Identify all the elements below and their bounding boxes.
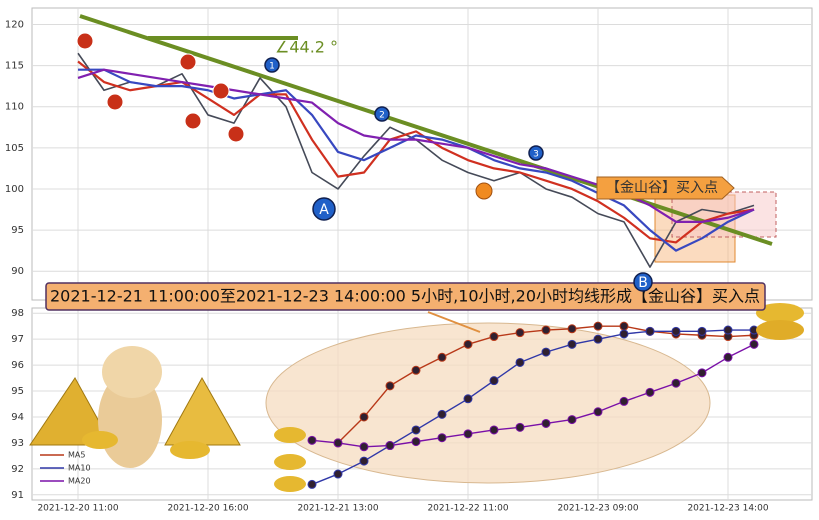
data-point bbox=[645, 326, 655, 336]
data-point bbox=[411, 425, 421, 435]
data-point bbox=[697, 326, 707, 336]
x-tick-label: 2021-12-23 09:00 bbox=[557, 504, 638, 514]
data-point bbox=[515, 328, 525, 338]
y-tick-label: 97 bbox=[11, 334, 24, 345]
data-point bbox=[515, 357, 525, 367]
data-point bbox=[307, 479, 317, 489]
y-tick-label: 98 bbox=[11, 308, 24, 319]
legend-label: MA5 bbox=[68, 451, 85, 460]
data-point bbox=[541, 347, 551, 357]
point-label: A bbox=[319, 202, 329, 218]
upper-frame bbox=[31, 7, 813, 301]
banner: 2021-12-21 11:00:00至2021-12-23 14:00:00 … bbox=[50, 287, 760, 306]
markers: 1 2 3 A B bbox=[76, 32, 653, 292]
highlight-ellipse bbox=[265, 322, 711, 484]
point-label: 2 bbox=[379, 111, 385, 121]
point-marker bbox=[264, 57, 280, 73]
series-line bbox=[77, 68, 755, 223]
data-point bbox=[567, 324, 577, 334]
decoration bbox=[29, 303, 804, 492]
point-marker bbox=[633, 272, 653, 292]
data-point bbox=[723, 352, 733, 362]
x-tick-label: 2021-12-21 13:00 bbox=[297, 504, 378, 514]
data-point bbox=[619, 329, 629, 339]
data-point bbox=[619, 396, 629, 406]
y-tick-label: 94 bbox=[11, 412, 24, 423]
y-tick-label: 96 bbox=[11, 360, 24, 371]
data-point bbox=[333, 438, 343, 448]
data-point bbox=[567, 415, 577, 425]
data-point bbox=[307, 435, 317, 445]
data-point bbox=[411, 437, 421, 447]
data-point bbox=[463, 394, 473, 404]
buy-callout: 【金山谷】买入点 bbox=[596, 176, 735, 200]
data-point bbox=[567, 339, 577, 349]
data-point bbox=[671, 326, 681, 336]
data-point bbox=[671, 378, 681, 388]
y-tick-label: 91 bbox=[11, 490, 24, 501]
data-point bbox=[463, 339, 473, 349]
data-point bbox=[385, 441, 395, 451]
lower-panel bbox=[307, 321, 759, 489]
data-point bbox=[437, 352, 447, 362]
legend-label: MA20 bbox=[68, 477, 91, 486]
y-tick-label: 105 bbox=[5, 143, 24, 154]
data-point bbox=[359, 442, 369, 452]
angle-label: ∠44.2 ° bbox=[275, 38, 338, 57]
y-tick-label: 95 bbox=[11, 225, 24, 236]
y-tick-label: 120 bbox=[5, 19, 24, 30]
trend-line bbox=[79, 14, 773, 246]
point-label: B bbox=[638, 275, 648, 291]
data-point bbox=[541, 418, 551, 428]
point-label: 1 bbox=[269, 62, 275, 72]
legend-label: MA10 bbox=[68, 464, 91, 473]
x-tick-label: 2021-12-20 11:00 bbox=[37, 504, 118, 514]
arrow bbox=[427, 311, 481, 333]
point-label: 3 bbox=[533, 150, 539, 160]
data-point bbox=[593, 334, 603, 344]
x-tick-label: 2021-12-23 14:00 bbox=[687, 504, 768, 514]
data-point bbox=[463, 429, 473, 439]
data-point bbox=[541, 325, 551, 335]
legend: MA5 MA10 MA20 bbox=[40, 451, 91, 486]
y-tick-label: 92 bbox=[11, 464, 24, 475]
data-point bbox=[489, 376, 499, 386]
y-tick-label: 100 bbox=[5, 184, 24, 195]
data-point bbox=[333, 469, 343, 479]
data-point bbox=[437, 433, 447, 443]
point-marker bbox=[312, 197, 336, 221]
data-point bbox=[593, 321, 603, 331]
data-point bbox=[359, 412, 369, 422]
data-point bbox=[489, 425, 499, 435]
upper-panel bbox=[77, 52, 755, 268]
data-point bbox=[723, 325, 733, 335]
data-point bbox=[437, 409, 447, 419]
point-marker bbox=[374, 106, 390, 122]
series-line bbox=[78, 68, 755, 252]
data-point bbox=[697, 368, 707, 378]
y-tick-label: 95 bbox=[11, 386, 24, 397]
data-point bbox=[385, 381, 395, 391]
data-point bbox=[489, 332, 499, 342]
y-tick-label: 93 bbox=[11, 438, 24, 449]
data-point bbox=[619, 321, 629, 331]
x-tick-label: 2021-12-22 11:00 bbox=[427, 504, 508, 514]
x-tick-label: 2021-12-20 16:00 bbox=[167, 504, 248, 514]
data-point bbox=[749, 339, 759, 349]
y-tick-label: 115 bbox=[5, 61, 24, 72]
buy-label: 【金山谷】买入点 bbox=[606, 180, 718, 196]
y-tick-label: 110 bbox=[5, 102, 24, 113]
banner-box bbox=[45, 282, 766, 311]
point-marker bbox=[528, 145, 544, 161]
data-point bbox=[645, 387, 655, 397]
grid bbox=[32, 8, 812, 500]
data-point bbox=[593, 407, 603, 417]
data-point bbox=[515, 422, 525, 432]
data-point bbox=[359, 456, 369, 466]
y-tick-label: 90 bbox=[11, 266, 24, 277]
data-point bbox=[411, 365, 421, 375]
